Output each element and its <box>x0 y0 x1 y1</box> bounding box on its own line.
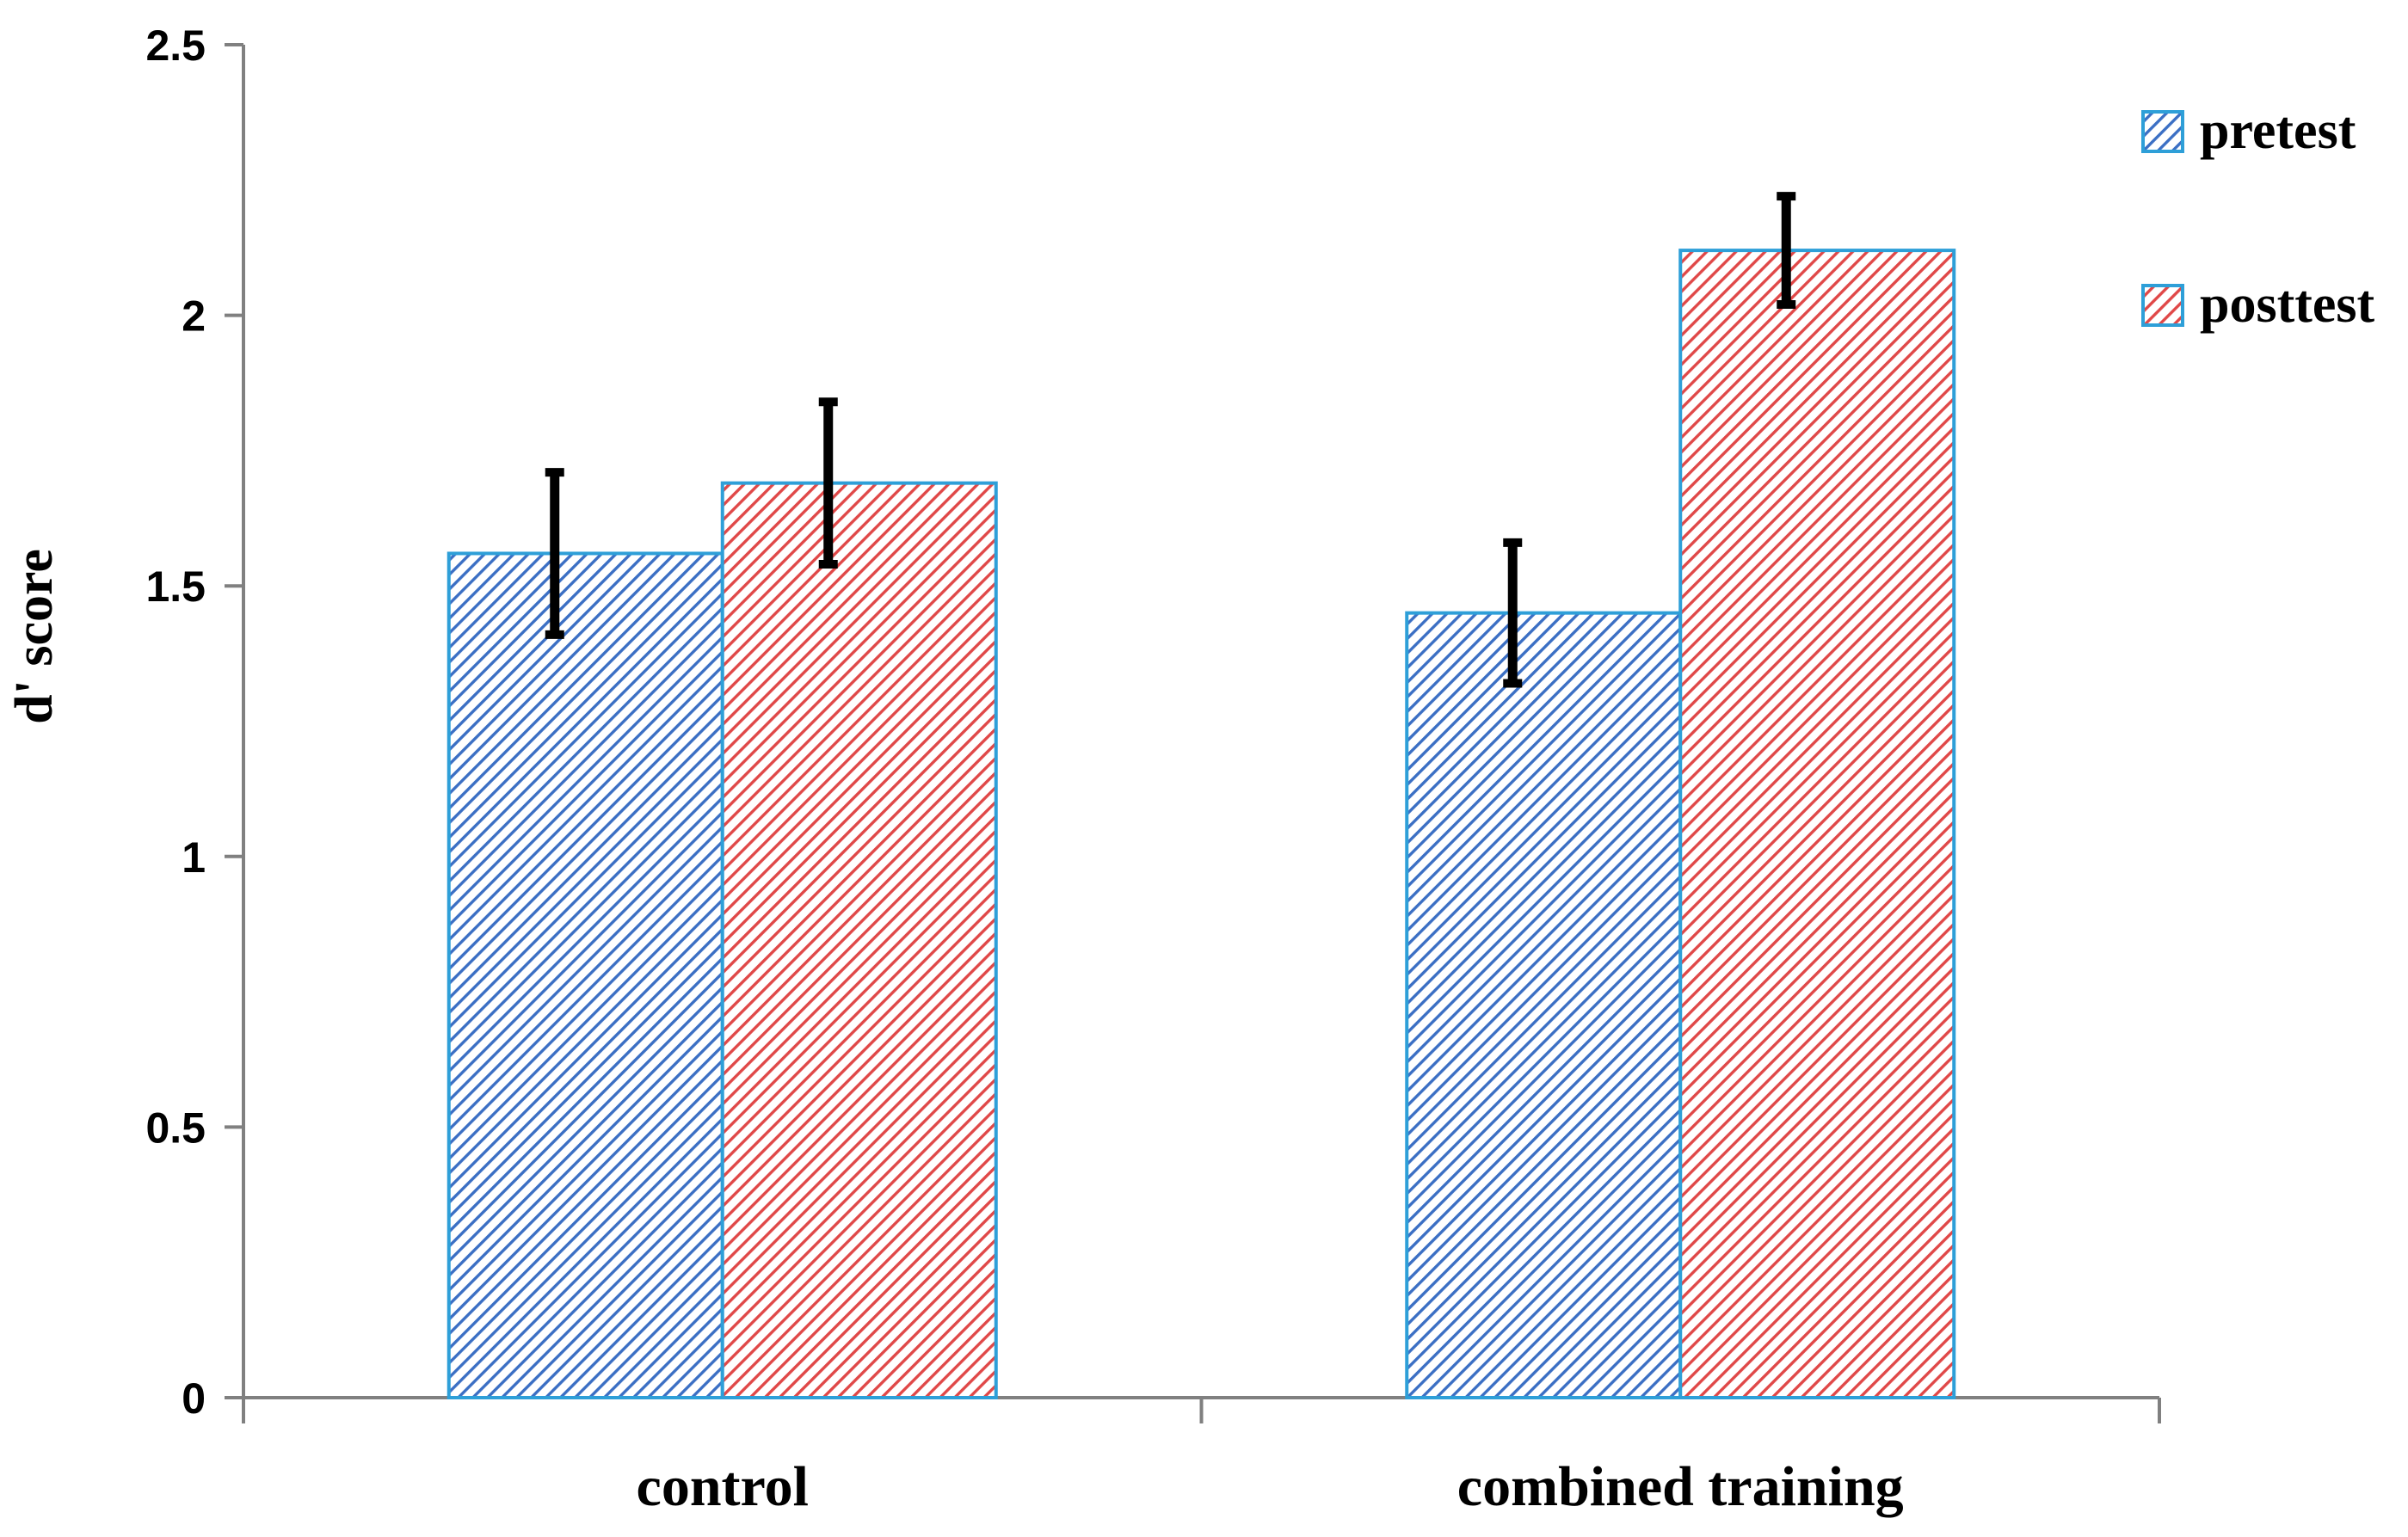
error-bar-pretest-combined-training <box>1503 538 1523 688</box>
legend-item-pretest: pretest <box>2141 101 2356 160</box>
x-category-label: control <box>637 1455 809 1518</box>
legend-label: pretest <box>2200 101 2356 160</box>
error-bar-pretest-control <box>545 468 564 639</box>
y-tick-label: 1 <box>182 833 206 882</box>
y-tick-label: 2 <box>182 292 206 341</box>
plot-area: 0 0.5 1 1.5 2 2.5 control combined training pret… <box>145 22 2374 1518</box>
y-tick-label: 0.5 <box>145 1104 206 1152</box>
bar-posttest-combined-training <box>1678 249 1956 1400</box>
x-category-label: combined training <box>1457 1455 1904 1518</box>
y-tick-label: 2.5 <box>145 22 206 70</box>
y-axis-title: d' score <box>5 549 64 724</box>
y-tick-label: 1.5 <box>145 563 206 611</box>
bar-posttest-control <box>720 481 998 1399</box>
error-bar-posttest-control <box>818 397 838 569</box>
y-tick-label: 0 <box>182 1374 206 1423</box>
legend-swatch <box>2141 284 2184 327</box>
legend-item-posttest: posttest <box>2141 275 2375 334</box>
error-bar-posttest-combined-training <box>1777 192 1796 310</box>
bar-pretest-control <box>446 551 724 1399</box>
legend-label: posttest <box>2200 275 2375 334</box>
bar-pretest-combined-training <box>1405 611 1683 1399</box>
legend-swatch <box>2141 110 2184 153</box>
